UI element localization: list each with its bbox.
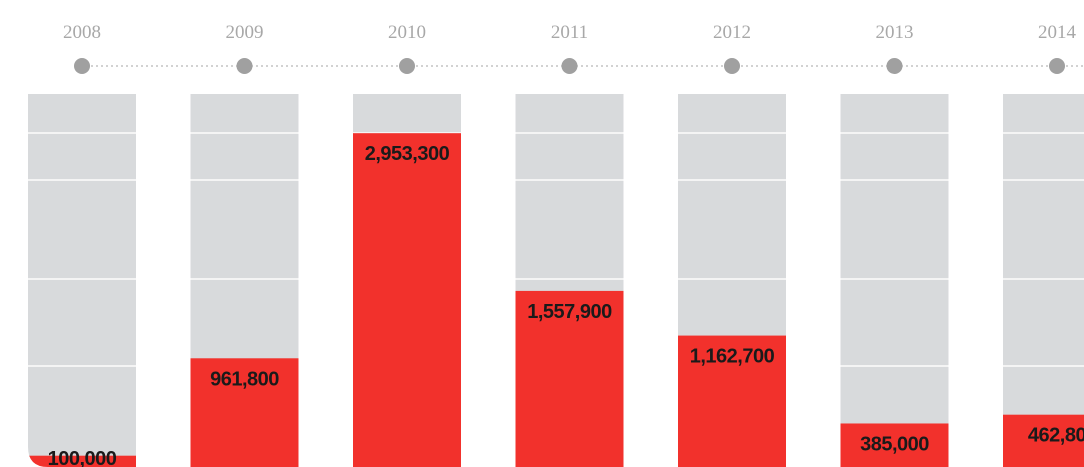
- value-label: 1,557,900: [527, 301, 612, 323]
- category-label: 2014: [1038, 22, 1077, 43]
- bar-group: [28, 133, 1084, 467]
- value-label: 385,000: [860, 433, 929, 455]
- category-label: 2009: [226, 22, 264, 43]
- bar-track: [1003, 94, 1084, 467]
- bar: [515, 290, 624, 467]
- value-label: 462,80: [1028, 425, 1084, 447]
- value-label: 961,800: [210, 368, 279, 390]
- value-label: 100,000: [48, 448, 117, 467]
- bar-track: [28, 94, 136, 467]
- timeline-dot: [399, 58, 415, 74]
- bar: [1003, 414, 1084, 467]
- category-label: 2011: [551, 22, 588, 43]
- label-group: 2008 100,000 2009 961,800 2010 2,953,300 2011 1…: [48, 22, 1084, 467]
- bar: [190, 358, 299, 467]
- timeline-dot: [724, 58, 740, 74]
- timeline-dot: [1049, 58, 1065, 74]
- bar: [353, 133, 461, 467]
- bar: [840, 423, 949, 467]
- value-label: 2,953,300: [365, 143, 450, 165]
- timeline-dot: [236, 58, 253, 74]
- timeline-dot: [74, 58, 90, 74]
- value-label: 1,162,700: [690, 346, 775, 368]
- category-label: 2008: [63, 22, 101, 43]
- timeline-dot: [561, 58, 578, 74]
- bar: [678, 335, 786, 467]
- bar-track: [840, 94, 949, 467]
- corner-cutout: [28, 447, 48, 467]
- category-label: 2013: [876, 22, 914, 43]
- timeline-dot: [886, 58, 903, 74]
- bar: [28, 455, 136, 467]
- category-label: 2012: [713, 22, 751, 43]
- category-label: 2010: [388, 22, 426, 43]
